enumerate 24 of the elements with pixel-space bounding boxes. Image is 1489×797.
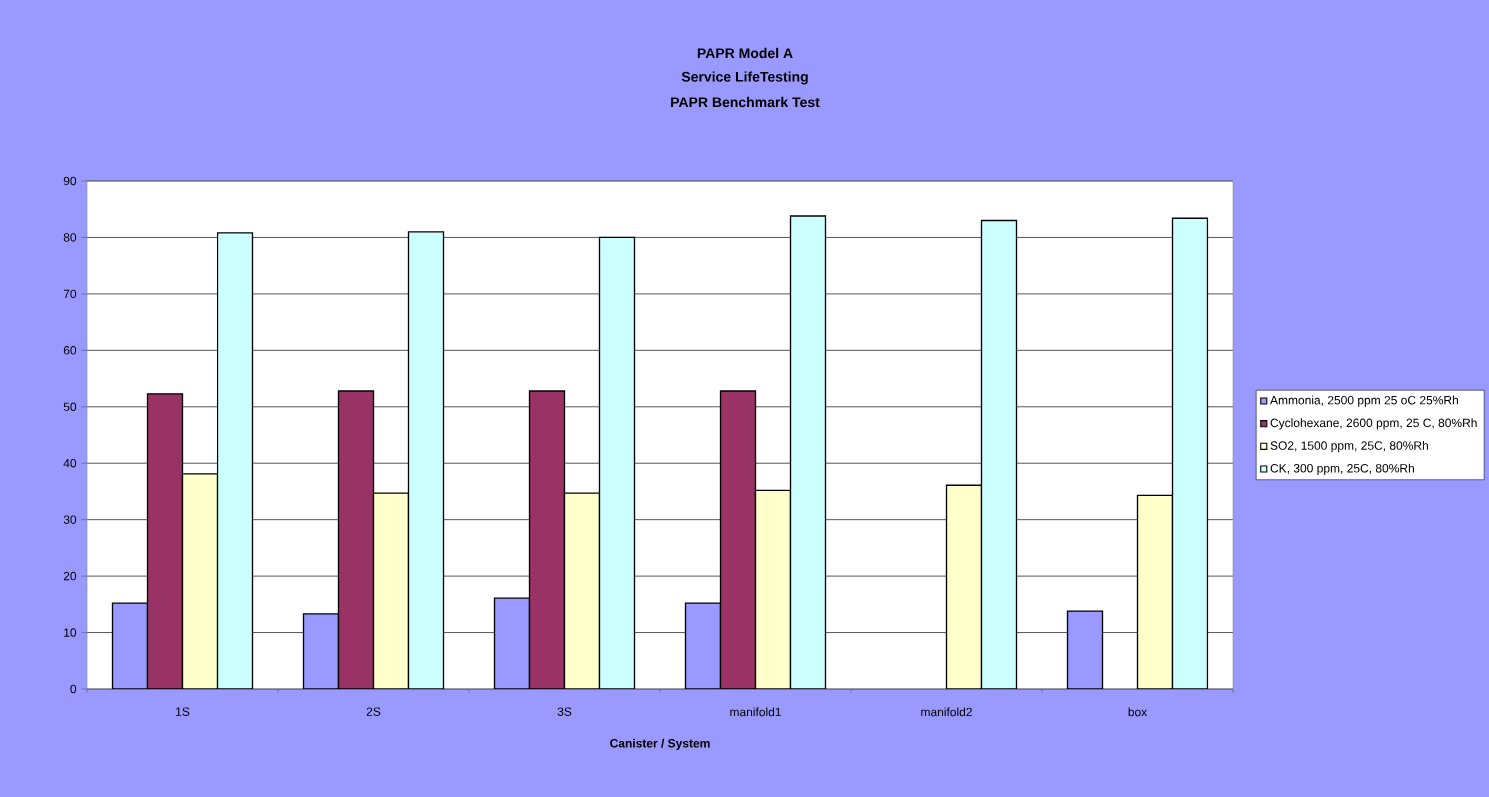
x-tick-label: 2S [366, 707, 381, 716]
x-tick-label: 1S [176, 707, 190, 716]
legend-label: Ammonia, 2500 ppm 25 oC 25%Rh [1270, 395, 1458, 407]
y-tick-label: 10 [64, 628, 77, 637]
y-tick-label: 40 [63, 458, 77, 468]
x-tick-label: box [1128, 707, 1148, 717]
y-tick-label: 0 [70, 684, 77, 694]
y-tick-label: 70 [63, 289, 77, 299]
x-tick-label: manifold2 [921, 707, 972, 717]
legend-label: CK, 300 ppm, 25C, 80%Rh [1270, 463, 1414, 475]
y-tick-label: 30 [63, 515, 77, 524]
y-tick-label: 60 [63, 346, 77, 355]
chart-subtitle: Service LifeTesting [681, 71, 808, 85]
x-tick-label: 3S [557, 707, 572, 716]
x-axis-title: Canister / System [610, 738, 710, 750]
y-tick-label: 20 [63, 571, 77, 581]
text: PAPR Benchmark Test [671, 96, 820, 108]
legend-label: Cyclohexane, 2600 ppm, 25 C, 80%Rh [1270, 418, 1477, 430]
y-tick-label: 50 [63, 402, 77, 412]
chart-title: PAPR Model A [697, 47, 793, 59]
legend-label: SO2, 1500 ppm, 25C, 80%Rh [1270, 441, 1428, 453]
y-tick-label: 90 [63, 176, 77, 186]
x-tick-label: manifold1 [730, 707, 781, 717]
y-tick-label: 80 [63, 233, 77, 242]
